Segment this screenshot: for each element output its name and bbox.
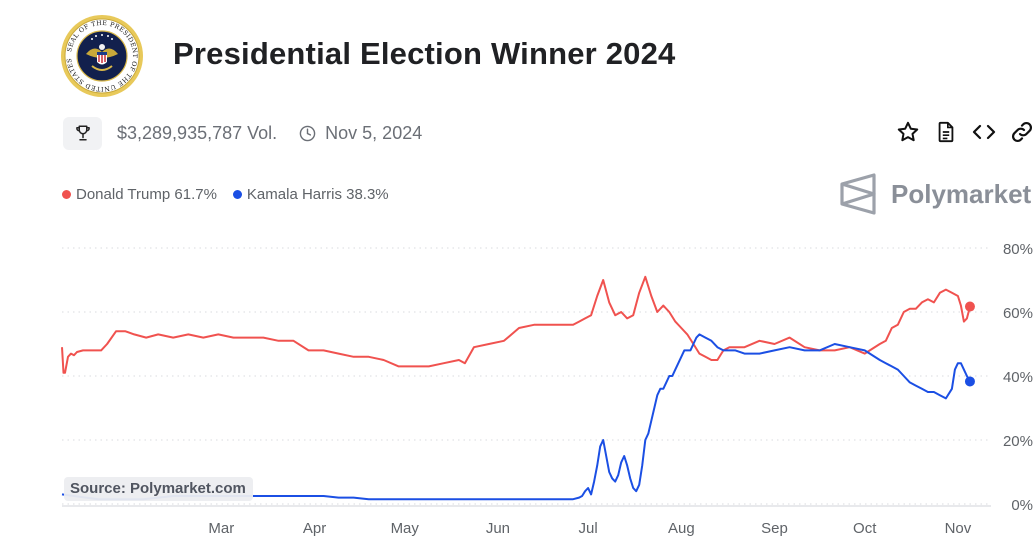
- volume-label: $3,289,935,787 Vol.: [117, 122, 278, 143]
- chart-legend: Donald Trump 61.7% Kamala Harris 38.3%: [62, 186, 389, 203]
- embed-code-icon: [972, 124, 996, 140]
- action-toolbar: [896, 118, 1034, 146]
- x-tick-label-may: May: [391, 520, 420, 537]
- y-axis-labels: 80% 60% 40% 20% 0%: [1003, 241, 1033, 514]
- link-icon: [1011, 121, 1033, 143]
- presidential-seal-logo: SEAL OF THE PRESIDENT OF THE UNITED STAT…: [61, 15, 143, 97]
- x-tick-label-aug: Aug: [668, 520, 695, 537]
- copy-link-button[interactable]: [1010, 118, 1034, 146]
- legend-marker-harris: [232, 190, 242, 199]
- polymarket-watermark: Polymarket: [839, 172, 1031, 216]
- legend-label-harris: Kamala Harris 38.3%: [246, 186, 389, 203]
- trophy-icon: [75, 125, 90, 141]
- series-endpoint-harris[interactable]: [964, 376, 975, 387]
- x-axis-labels: Mar Apr May Jun Jul Aug Sep Oct Nov: [208, 520, 971, 537]
- series-endpoint-trump[interactable]: [964, 301, 975, 312]
- x-tick-label-apr: Apr: [303, 520, 326, 537]
- end-date-label: Nov 5, 2024: [325, 122, 423, 143]
- x-tick-label-mar: Mar: [208, 520, 234, 537]
- y-tick-label-40: 40%: [1003, 369, 1033, 386]
- chart-grid: [62, 247, 991, 507]
- document-icon: [938, 121, 954, 143]
- x-tick-label-nov: Nov: [945, 520, 972, 537]
- y-tick-label-60: 60%: [1003, 305, 1033, 322]
- x-tick-label-jul: Jul: [579, 520, 598, 537]
- rules-document-button[interactable]: [934, 118, 958, 146]
- x-tick-label-sep: Sep: [761, 520, 788, 537]
- bookmark-button[interactable]: [896, 118, 920, 146]
- x-tick-label-jun: Jun: [486, 520, 510, 537]
- page-title: Presidential Election Winner 2024: [173, 36, 676, 71]
- trophy-button[interactable]: [63, 116, 102, 150]
- polymarket-logo-icon: [840, 173, 876, 215]
- polymarket-wordmark: Polymarket: [891, 178, 1032, 209]
- x-tick-label-oct: Oct: [853, 520, 877, 537]
- source-label: Source: Polymarket.com: [64, 477, 253, 501]
- y-tick-label-20: 20%: [1003, 433, 1033, 450]
- series-line-trump: [61, 275, 971, 374]
- embed-button[interactable]: [972, 118, 996, 146]
- y-tick-label-80: 80%: [1003, 241, 1033, 258]
- legend-item-trump[interactable]: Donald Trump 61.7%: [62, 186, 217, 203]
- chart-series: [61, 275, 975, 501]
- clock-icon: [299, 125, 316, 141]
- market-meta-row: $3,289,935,787 Vol. Nov 5, 2024: [63, 116, 422, 150]
- legend-label-trump: Donald Trump 61.7%: [76, 186, 217, 203]
- star-icon: [897, 121, 919, 142]
- legend-marker-trump: [62, 190, 71, 199]
- legend-item-harris[interactable]: Kamala Harris 38.3%: [232, 186, 389, 203]
- series-line-harris: [61, 333, 971, 501]
- y-tick-label-0: 0%: [1011, 497, 1033, 514]
